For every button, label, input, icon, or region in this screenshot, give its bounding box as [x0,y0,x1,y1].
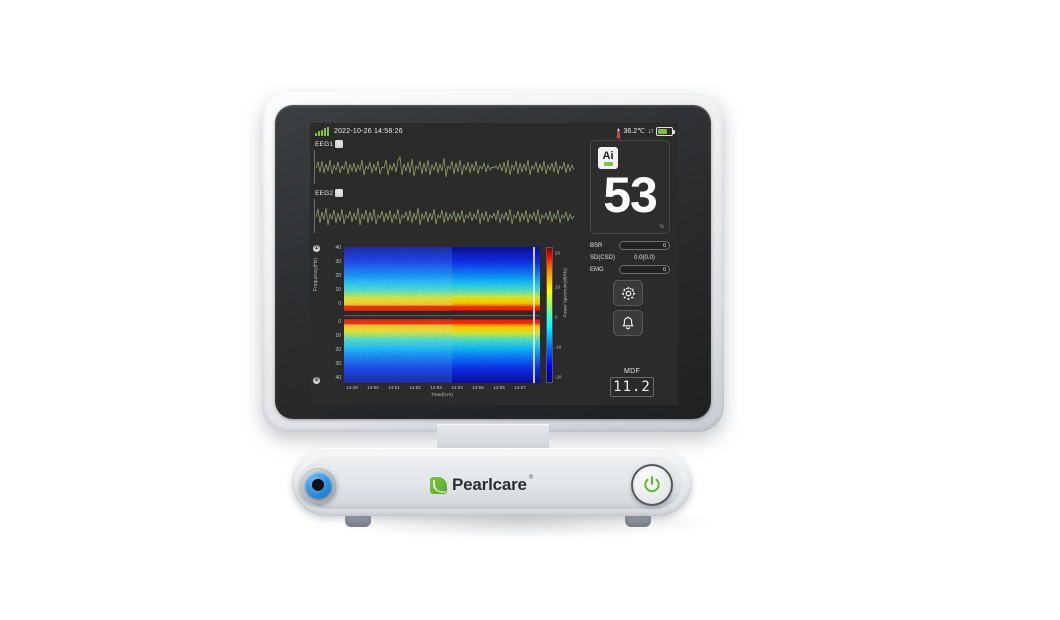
eeg2-lead-badge: ① [335,189,344,197]
colorbar-group: 20 10 0 -10 -20 Power Spectrum(dB/Hz) [546,247,576,383]
power-button[interactable] [631,464,673,506]
spectrogram-x-ticks: 14:49 14:50 14:51 14:52 14:53 14:54 14:5… [344,385,540,393]
mdf-value: 11.2 [610,377,654,397]
thermometer-icon [616,126,621,139]
monitor-screen[interactable]: 2022-10-26 14:58:26 36.2℃ ↓↑ EEG1 [310,123,678,405]
ytick-bottom-10: 10 [335,333,341,339]
console-inset [302,455,682,509]
eeg-channel-2[interactable]: EEG2 ① [310,189,578,238]
eeg2-label-group: EEG2 ① [315,189,344,197]
eeg1-label: EEG1 [315,140,334,148]
param-value-emg: 0 [662,267,666,273]
temperature-value: 36.2℃ [623,128,646,135]
gear-icon [621,286,635,300]
side-panel[interactable]: Ai 53 % BSR 0 SD(CSD) 0.0(0.0) EMG 0 [582,140,678,405]
mdf-display: MDF 11.2 [610,368,654,397]
spectrogram-channel1-badge: ① [313,245,320,252]
xtick-6: 14:55 [472,385,484,390]
eeg1-lead-badge: ① [335,140,344,148]
brand-name: Pearlcare [452,475,527,494]
power-icon [644,476,660,493]
param-row-bsr[interactable]: BSR 0 [590,240,670,251]
depth-index-card[interactable]: Ai 53 % [590,140,670,234]
cbtick-2: 0 [555,314,558,320]
signal-bars-icon [315,126,329,136]
colorbar-gradient [546,247,553,383]
param-value-bsr: 0 [662,243,666,249]
cbtick-1: 10 [555,284,560,290]
xtick-0: 14:49 [346,385,358,390]
param-label-emg: EMG [590,266,604,273]
status-datetime: 2022-10-26 14:58:26 [334,127,403,135]
ai-green-bar-icon: Ai [598,147,618,169]
eeg-channel-1[interactable]: EEG1 ① [310,140,578,189]
param-value-sd-csd: 0.0(0.0) [634,254,655,261]
cbtick-0: 20 [555,250,560,256]
xtick-8: 14:57 [514,385,526,390]
status-bar: 2022-10-26 14:58:26 36.2℃ ↓↑ [310,123,678,139]
ytick-bottom-30: 30 [335,361,341,367]
ytick-top-10: 10 [335,287,341,293]
cbtick-3: -10 [555,344,562,350]
param-bar-emg: 0 [619,265,670,274]
rotary-knob[interactable] [299,466,337,504]
mdf-label: MDF [623,368,641,375]
eeg1-trace [314,150,575,184]
xtick-5: 14:54 [451,385,463,390]
spectrogram-panel[interactable]: ① ② Frequency(Hz) 40 30 20 10 0 0 10 20 … [310,241,578,405]
colorbar-label: Power Spectrum(dB/Hz) [562,267,568,318]
xtick-3: 14:52 [409,385,421,390]
updown-arrows-icon: ↓↑ [648,127,654,135]
status-right-group: 36.2℃ ↓↑ [616,126,675,139]
xtick-2: 14:51 [388,385,400,390]
registered-mark: ® [528,475,534,481]
eeg2-label: EEG2 [315,189,334,197]
ai-index-unit: % [659,224,664,230]
cbtick-4: -20 [555,374,562,380]
xtick-7: 14:56 [493,385,505,390]
param-bar-bsr: 0 [619,241,670,250]
front-console [292,448,692,516]
ai-index-value: 53 [603,167,658,223]
bell-icon [622,316,634,329]
colorbar-ticks: 20 10 0 -10 -20 [555,247,565,383]
xtick-4: 14:53 [430,385,442,390]
ytick-bottom-40: 40 [335,375,341,381]
ytick-top-20: 20 [335,273,341,279]
ytick-bottom-20: 20 [335,347,341,353]
spectrogram-heatmap[interactable] [344,247,540,383]
knob-ring [304,471,332,499]
ytick-top-40: 40 [335,245,341,251]
ytick-top-30: 30 [335,259,341,265]
param-label-sd-csd: SD(CSD) [590,254,615,261]
spectrogram-image [344,247,540,383]
settings-button[interactable] [613,280,643,306]
ytick-bottom-0: 0 [338,319,341,325]
leaf-logo-icon [430,476,447,494]
eeg-waveform-area[interactable]: EEG1 ① EEG2 ① [310,140,578,238]
spectrogram-y-axis-label: Frequency(Hz) [313,257,319,291]
eeg1-label-group: EEG1 ① [315,140,344,148]
spectrogram-x-axis-label: Time(h:m) [431,393,453,398]
spectrogram-channel2-badge: ② [313,377,320,384]
ytick-top-0: 0 [338,301,341,307]
knob-center [312,479,324,491]
brand-logo: Pearlcare ® [430,474,533,496]
ai-badge-text: Ai [602,149,614,162]
alarm-button[interactable] [613,310,643,336]
battery-icon [656,126,675,136]
param-row-emg[interactable]: EMG 0 [590,264,670,275]
eeg2-trace [314,199,575,233]
param-row-sd-csd[interactable]: SD(CSD) 0.0(0.0) [590,252,670,263]
xtick-1: 14:50 [367,385,379,390]
param-label-bsr: BSR [590,242,603,249]
